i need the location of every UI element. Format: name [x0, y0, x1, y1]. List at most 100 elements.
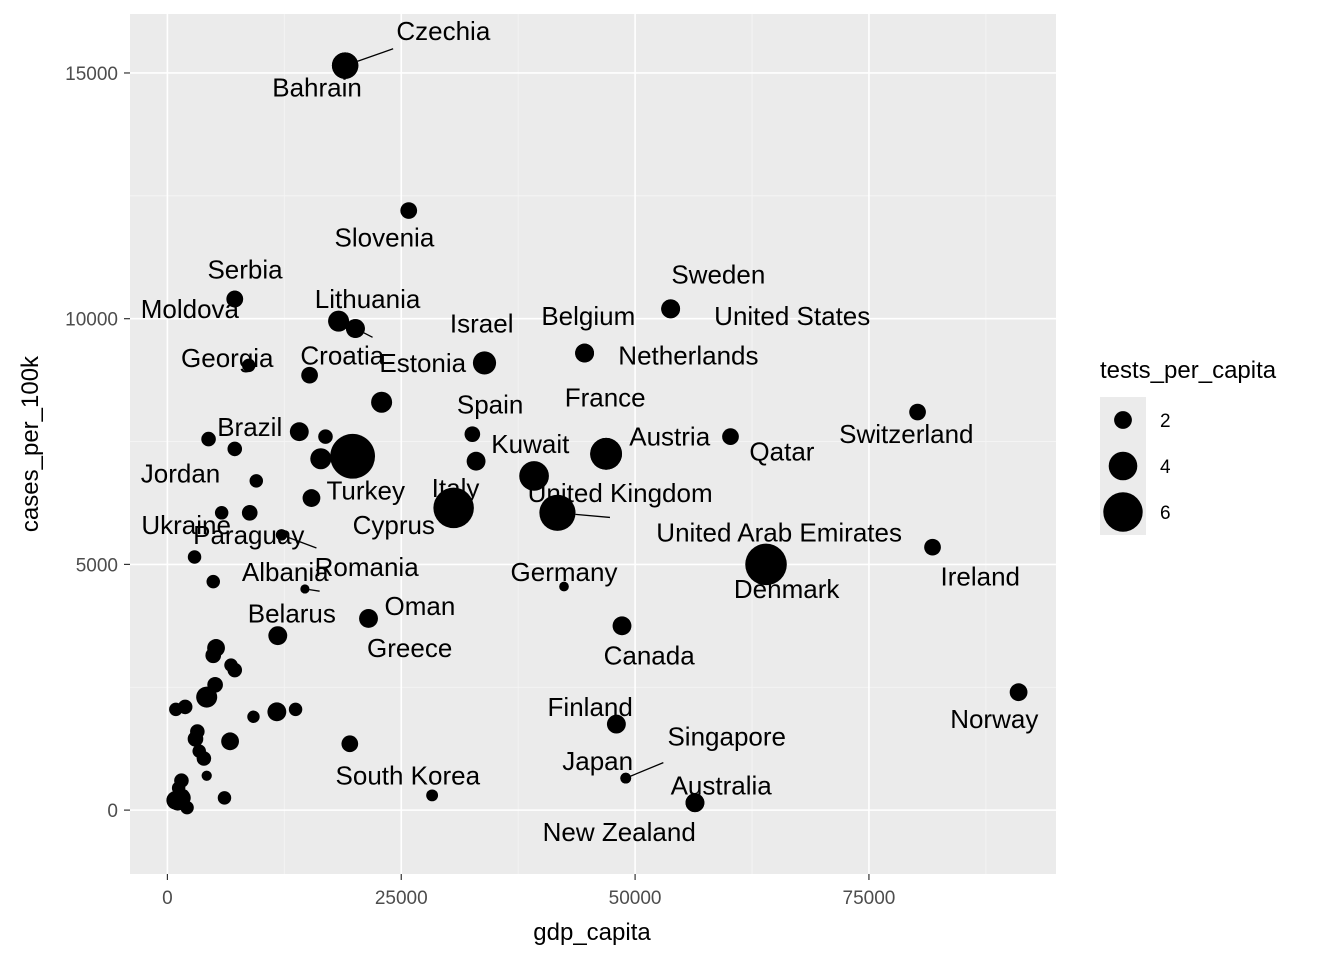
data-point-spain	[464, 426, 481, 442]
y-tick-label: 15000	[65, 64, 118, 85]
x-tick-label: 25000	[375, 888, 428, 909]
point-label-sweden: Sweden	[671, 259, 765, 289]
point-label-italy: Italy	[432, 473, 480, 503]
data-point	[302, 489, 321, 507]
data-point-united-kingdom	[519, 461, 549, 491]
legend-entries: 2 4 6	[1103, 411, 1171, 532]
size-legend: tests_per_capita 2 4 6	[1100, 357, 1277, 535]
data-point-united-arab-emirates	[539, 494, 576, 531]
point-label-oman: Oman	[385, 591, 456, 621]
point-label-united-states: United States	[714, 301, 870, 331]
data-point-greece	[359, 609, 378, 628]
legend-label-2: 2	[1160, 411, 1171, 432]
point-label-georgia: Georgia	[181, 343, 274, 373]
point-label-israel: Israel	[450, 309, 514, 339]
data-point	[201, 770, 212, 781]
leader-line-united-arab-emirates	[575, 513, 611, 519]
point-labels: Bahrain Czechia Slovenia Serbia Moldova Lithu…	[141, 16, 1039, 847]
data-point-austria	[590, 437, 623, 470]
data-point	[214, 506, 229, 520]
point-label-spain: Spain	[457, 390, 524, 420]
legend-key-4	[1108, 451, 1138, 481]
y-tick-label: 0	[107, 801, 118, 822]
leader-line-czechia	[357, 48, 394, 62]
data-point-moldova	[226, 290, 244, 308]
point-label-paraguay: Paraguay	[193, 520, 304, 550]
x-tick-label: 0	[162, 888, 173, 909]
data-point-united-states	[661, 299, 681, 319]
point-label-netherlands: Netherlands	[618, 341, 758, 371]
point-label-slovenia: Slovenia	[335, 223, 435, 253]
point-label-qatar: Qatar	[749, 436, 814, 466]
data-point	[217, 791, 232, 805]
data-point	[247, 710, 260, 723]
point-label-ukraine: Ukraine	[141, 510, 231, 540]
x-tick-label: 75000	[843, 888, 896, 909]
data-point-oman	[300, 584, 310, 594]
legend-key-2	[1114, 411, 1132, 429]
data-point-belarus	[268, 626, 288, 646]
point-label-croatia: Croatia	[300, 341, 384, 371]
legend-key-6	[1103, 492, 1143, 532]
axes: 0 25000 50000 75000 0 5000 10000 15000	[65, 64, 895, 909]
data-point	[227, 662, 243, 678]
data-point-germany	[559, 581, 569, 592]
data-point	[301, 366, 318, 384]
point-label-ireland: Ireland	[940, 562, 1020, 592]
leader-line-oman	[309, 589, 320, 592]
point-label-cyprus: Cyprus	[353, 510, 435, 540]
point-label-brazil: Brazil	[217, 412, 282, 442]
x-axis-title: gdp_capita	[533, 919, 651, 946]
data-point-kuwait	[466, 451, 486, 471]
legend-label-6: 6	[1160, 503, 1171, 524]
point-label-lithuania: Lithuania	[315, 284, 421, 314]
data-point	[371, 391, 393, 413]
data-point-qatar	[722, 428, 739, 445]
point-label-canada: Canada	[604, 640, 696, 670]
y-axis-title: cases_per_100k	[17, 355, 44, 532]
data-point	[196, 686, 218, 708]
data-point-israel	[472, 351, 497, 375]
point-label-finland: Finland	[548, 692, 633, 722]
point-label-singapore: Singapore	[667, 721, 786, 751]
point-label-united-arab-emirates: United Arab Emirates	[656, 517, 902, 547]
data-point	[196, 751, 212, 766]
data-point-ireland	[924, 538, 941, 556]
data-point-canada	[612, 616, 632, 636]
leader-line-singapore	[630, 762, 664, 777]
data-point-south-korea	[426, 789, 439, 802]
point-label-australia: Australia	[671, 771, 773, 801]
point-label-denmark: Denmark	[734, 574, 840, 604]
data-point	[341, 735, 359, 753]
point-label-moldova: Moldova	[141, 294, 240, 324]
data-point-denmark	[745, 543, 787, 586]
point-label-kuwait: Kuwait	[491, 429, 570, 459]
data-point-lithuania	[328, 310, 350, 332]
point-label-new-zealand: New Zealand	[543, 817, 696, 847]
point-label-estonia: Estonia	[379, 348, 466, 378]
data-point-finland	[606, 714, 626, 734]
point-label-serbia: Serbia	[207, 255, 283, 285]
data-point	[187, 731, 204, 747]
point-label-japan: Japan	[562, 746, 633, 776]
data-point-norway	[1009, 683, 1028, 702]
data-point-georgia	[242, 358, 256, 373]
leader-line-estonia	[363, 332, 373, 338]
label-leader-lines	[286, 48, 664, 777]
point-label-romania: Romania	[315, 552, 420, 582]
data-points	[166, 52, 1028, 815]
data-point-slovenia	[400, 202, 418, 219]
data-point	[318, 429, 333, 444]
point-label-south-korea: South Korea	[336, 761, 481, 791]
point-label-jordan: Jordan	[141, 458, 221, 488]
data-point	[180, 800, 194, 815]
data-point-czechia	[331, 52, 359, 79]
point-label-belarus: Belarus	[248, 599, 336, 629]
point-label-united-kingdom: United Kingdom	[528, 478, 713, 508]
data-point-japan	[620, 772, 632, 784]
data-point	[241, 504, 258, 521]
data-point	[221, 732, 239, 751]
data-point	[267, 702, 287, 722]
data-point-italy	[433, 487, 474, 529]
